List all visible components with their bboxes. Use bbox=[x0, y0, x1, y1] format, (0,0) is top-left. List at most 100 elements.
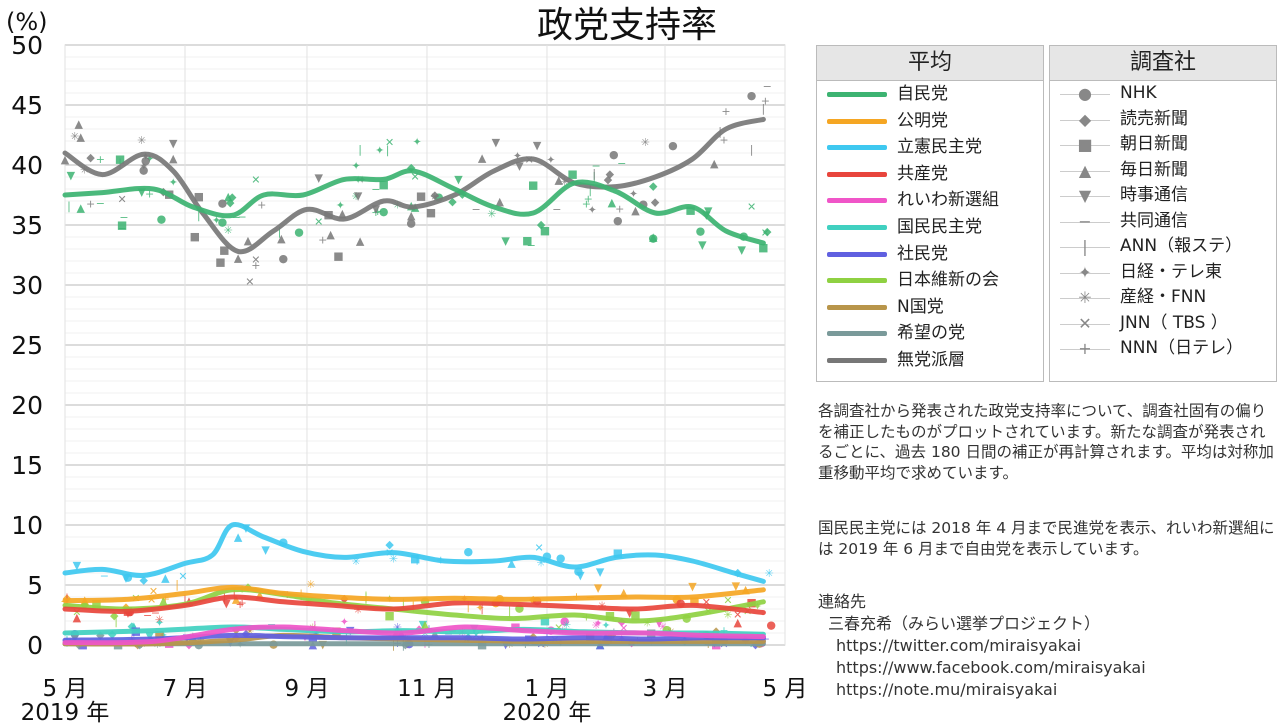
average-legend-item: N国党 bbox=[817, 294, 1043, 321]
label-note: 国民民主党には 2018 年 4 月まで民進党を表示、れいわ新選組には 2019… bbox=[818, 519, 1275, 558]
poll-point: ✳ bbox=[592, 619, 601, 632]
poll-point: ✦ bbox=[413, 136, 422, 149]
poll-point: ▲ bbox=[478, 151, 487, 164]
y-tick-label: 20 bbox=[11, 391, 43, 420]
poll-point: + bbox=[719, 134, 728, 147]
pollster-legend: 調査社 ● NHK ◆ 読売新聞 ■ 朝日新聞 ▲ 毎日新聞 ▼ 時事通信 − 共同通信 | ANN（報ス… bbox=[1049, 45, 1277, 382]
poll-point: ● bbox=[574, 564, 584, 577]
poll-point: ✕ bbox=[314, 216, 323, 229]
poll-point: ◆ bbox=[139, 574, 148, 587]
poll-point: ◆ bbox=[649, 180, 658, 193]
x-year-label: 2020 年 bbox=[503, 700, 592, 723]
poll-point: ■ bbox=[416, 190, 426, 203]
poll-point: ▲ bbox=[224, 190, 233, 203]
y-tick-label: 30 bbox=[11, 271, 43, 300]
pollster-marker-icon: ◆ bbox=[1078, 109, 1092, 129]
pollster-legend-item: ◆ 読売新聞 bbox=[1050, 107, 1276, 133]
legend-label: 公明党 bbox=[897, 110, 948, 131]
average-legend-item: 社民党 bbox=[817, 241, 1043, 268]
poll-point: ■ bbox=[540, 614, 550, 627]
poll-point: − bbox=[617, 157, 626, 170]
poll-point: ▼ bbox=[73, 559, 82, 572]
poll-point: ▼ bbox=[501, 235, 510, 248]
legend-swatch bbox=[827, 251, 887, 257]
poll-point: ✦ bbox=[588, 204, 597, 217]
poll-point: ▼ bbox=[222, 597, 231, 610]
pollster-legend-title: 調査社 bbox=[1050, 46, 1276, 81]
poll-point: ▲ bbox=[256, 588, 265, 601]
poll-point: ■ bbox=[426, 206, 436, 219]
pollster-label: 時事通信 bbox=[1120, 185, 1188, 205]
poll-point: ✦ bbox=[155, 617, 164, 630]
poll-point: ✳ bbox=[643, 617, 652, 630]
poll-point: | bbox=[386, 144, 390, 157]
pollster-legend-line bbox=[1060, 323, 1110, 325]
average-legend-item: 日本維新の会 bbox=[817, 267, 1043, 294]
average-legend-item: れいわ新選組 bbox=[817, 187, 1043, 214]
poll-point: ▲ bbox=[161, 572, 170, 585]
contact-note-link[interactable]: https://note.mu/miraisyakai bbox=[836, 680, 1058, 699]
poll-point: + bbox=[582, 197, 591, 210]
legend-swatch bbox=[827, 145, 887, 151]
poll-point: ◆ bbox=[80, 598, 89, 611]
poll-point: ◆ bbox=[407, 161, 416, 174]
poll-point: + bbox=[237, 596, 246, 609]
poll-point: ■ bbox=[630, 609, 640, 622]
pollster-label: 産経・FNN bbox=[1120, 287, 1207, 307]
poll-point: ● bbox=[434, 190, 444, 203]
pollster-label: 日経・テレ東 bbox=[1120, 261, 1222, 282]
series-line bbox=[62, 584, 766, 604]
pollster-legend-item: − 共同通信 bbox=[1050, 209, 1276, 235]
poll-point: ▲ bbox=[710, 157, 719, 170]
pollster-legend-line bbox=[1060, 272, 1110, 274]
poll-point: ✦ bbox=[601, 619, 610, 632]
y-axis-unit-label: (%) bbox=[6, 8, 48, 36]
poll-point: ▲ bbox=[734, 616, 743, 629]
y-tick-label: 25 bbox=[11, 331, 43, 360]
legend-label: 社民党 bbox=[897, 243, 948, 264]
poll-point: ✕ bbox=[117, 193, 126, 206]
contact-facebook-link[interactable]: https://www.facebook.com/miraisyakai bbox=[836, 658, 1146, 677]
poll-point: ✦ bbox=[159, 629, 168, 642]
poll-point: ■ bbox=[215, 255, 225, 268]
legend-swatch bbox=[827, 118, 887, 124]
poll-point: ✕ bbox=[723, 594, 732, 607]
pollster-legend-item: + NNN（日テレ） bbox=[1050, 336, 1276, 362]
poll-point: ▲ bbox=[77, 131, 86, 144]
poll-point: − bbox=[472, 203, 481, 216]
contact-twitter-link[interactable]: https://twitter.com/miraisyakai bbox=[836, 636, 1082, 655]
poll-point: ▲ bbox=[407, 209, 416, 222]
pollster-legend-line bbox=[1060, 247, 1110, 248]
poll-point: ● bbox=[294, 225, 304, 238]
y-tick-label: 15 bbox=[11, 451, 43, 480]
poll-point: ▼ bbox=[688, 580, 697, 593]
poll-point: ✕ bbox=[761, 227, 770, 240]
poll-point: ✕ bbox=[245, 276, 254, 289]
legend-label: 自民党 bbox=[897, 84, 948, 104]
poll-point: ● bbox=[515, 602, 525, 615]
pollster-label: 毎日新聞 bbox=[1120, 159, 1188, 180]
poll-point: ✳ bbox=[245, 625, 254, 638]
poll-point: ▼ bbox=[704, 205, 713, 218]
pollster-marker-icon: ✦ bbox=[1078, 262, 1092, 282]
poll-point: ● bbox=[668, 139, 678, 152]
y-tick-label: 45 bbox=[11, 91, 43, 120]
poll-point: ✕ bbox=[747, 200, 756, 213]
legend-label: 日本維新の会 bbox=[897, 270, 999, 291]
poll-point: ◆ bbox=[763, 225, 772, 238]
poll-point: ▼ bbox=[137, 186, 146, 199]
poll-point: ✳ bbox=[224, 224, 233, 237]
poll-point: ✦ bbox=[139, 160, 148, 173]
poll-point: ◆ bbox=[86, 151, 95, 164]
poll-point: ▲ bbox=[496, 195, 505, 208]
poll-point: − bbox=[100, 570, 109, 583]
pollster-label: ANN（報ステ） bbox=[1120, 236, 1243, 256]
series-line bbox=[62, 594, 766, 616]
poll-point: ◆ bbox=[606, 167, 615, 180]
poll-point: ✳ bbox=[393, 621, 402, 634]
poll-point: | bbox=[67, 200, 71, 213]
poll-point: ◆ bbox=[431, 189, 440, 202]
poll-point: ■ bbox=[333, 249, 343, 262]
average-legend-item: 共産党 bbox=[817, 161, 1043, 188]
poll-point: ✕ bbox=[72, 606, 81, 619]
